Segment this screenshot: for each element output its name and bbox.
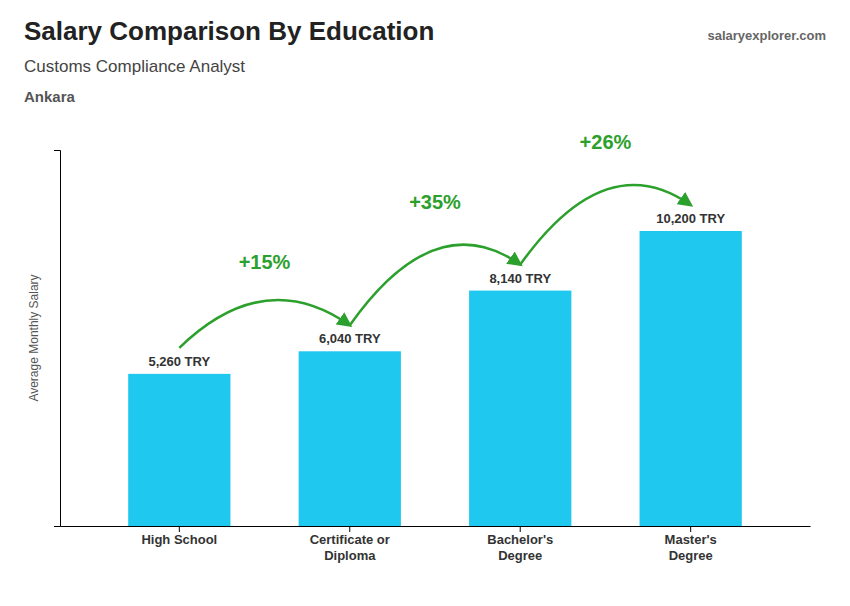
bars [128, 231, 742, 526]
chart: Salary Comparison By Education Customs Co… [0, 0, 850, 606]
x-tick-label: Bachelor'sDegree [487, 532, 553, 563]
change-label: +26% [580, 131, 632, 153]
x-tick: High School [141, 526, 217, 547]
change-arrow [179, 300, 349, 348]
bar [128, 374, 230, 526]
data-label: 5,260 TRY [148, 354, 210, 369]
x-tick-mark [349, 526, 350, 532]
source: salaryexplorer.com [707, 28, 826, 43]
x-tick: Certificate orDiploma [310, 526, 390, 563]
data-label: 8,140 TRY [489, 271, 551, 286]
x-tick: Master'sDegree [665, 526, 717, 563]
bar [299, 351, 401, 526]
x-tick-mark [690, 526, 691, 532]
data-labels: 5,260 TRY 6,040 TRY 8,140 TRY 10,200 TRY [148, 211, 725, 369]
x-tick-mark [179, 526, 180, 532]
y-axis-title: Average Monthly Salary [27, 274, 41, 401]
x-tick-label: Master'sDegree [665, 532, 717, 563]
x-tick-label: Certificate orDiploma [310, 532, 390, 563]
city: Ankara [24, 88, 76, 105]
plot: High School Certificate orDiploma Bachelor… [54, 131, 811, 563]
data-label: 6,040 TRY [319, 331, 381, 346]
data-label: 10,200 TRY [656, 211, 725, 226]
x-tick-mark [520, 526, 521, 532]
change-label: +15% [239, 251, 291, 273]
x-axis-line [61, 526, 811, 527]
y-axis-line [54, 151, 61, 527]
change-annotations: +15% +35% +26% [179, 131, 690, 348]
x-tick: Bachelor'sDegree [487, 526, 553, 563]
bar [640, 231, 742, 526]
title: Salary Comparison By Education [24, 16, 434, 46]
subtitle: Customs Compliance Analyst [24, 57, 245, 76]
change-arrow [350, 245, 520, 326]
bar [469, 291, 571, 526]
x-tick-label: High School [141, 532, 217, 547]
y-axis [54, 151, 61, 527]
change-arrow [520, 185, 690, 265]
change-label: +35% [409, 191, 461, 213]
x-axis: High School Certificate orDiploma Bachelor… [61, 526, 811, 563]
